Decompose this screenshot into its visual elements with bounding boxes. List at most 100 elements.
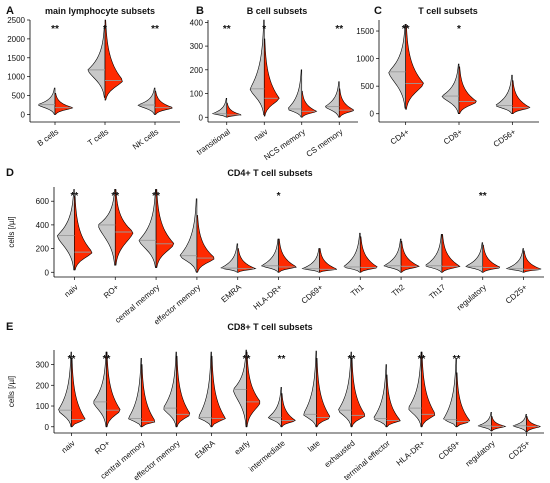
panel-b: B B cell subsets 0 100 200 300 400 transitional…: [190, 5, 358, 162]
y-tick-label: 1500: [356, 27, 374, 36]
panel-letter: E: [6, 321, 13, 333]
x-tick-label: naiv: [63, 283, 80, 299]
panel-title: main lymphocyte subsets: [45, 6, 155, 16]
violin-exhausted: [338, 351, 366, 428]
significance-marker: **: [152, 191, 160, 202]
violin-left-half: [56, 189, 75, 271]
x-tick-label: CD69+: [437, 438, 462, 461]
significance-marker: **: [243, 354, 251, 365]
violin-left-half: [93, 351, 107, 428]
x-tick-label: naiv: [252, 127, 269, 143]
panel-title: T cell subsets: [418, 6, 478, 16]
violin-right-half: [319, 248, 338, 273]
y-tick-label: 0: [370, 110, 375, 119]
violin-left-half: [512, 414, 527, 433]
violin-left-half: [373, 364, 387, 428]
significance-marker: **: [479, 191, 487, 202]
significance-marker: **: [111, 191, 119, 202]
violin-t-cells: [87, 19, 123, 101]
y-tick-label: 100: [36, 402, 50, 411]
y-tick-label: 300: [190, 42, 204, 51]
violin-left-half: [249, 19, 265, 116]
y-tick-label: 2500: [7, 16, 25, 25]
x-tick-label: NCS memory: [262, 127, 306, 162]
y-tick-label: 1000: [356, 55, 374, 64]
violin-right-half: [526, 416, 542, 433]
significance-marker: **: [151, 24, 159, 35]
x-tick-label: early: [233, 439, 252, 457]
violin-late: [303, 350, 331, 428]
violin-effector-memory: [179, 198, 215, 273]
y-tick-label: 400: [36, 221, 50, 230]
violin-ro-: [98, 189, 134, 266]
x-tick-label: CD25+: [504, 282, 529, 305]
violin-cd69-: [443, 358, 471, 428]
y-tick-label: 600: [36, 197, 50, 206]
violin-left-half: [343, 232, 361, 273]
y-tick-label: 0: [45, 423, 50, 432]
x-tick-label: EMRA: [193, 438, 217, 460]
significance-marker: *: [103, 24, 107, 35]
violin-left-half: [477, 411, 492, 432]
violin-cd25-: [512, 414, 542, 433]
violin-th1: [343, 232, 378, 273]
violin-right-half: [301, 90, 318, 118]
violin-emra: [198, 351, 226, 428]
violin-transitional: [211, 97, 242, 118]
x-tick-label: RO+: [93, 438, 112, 456]
violin-right-half: [71, 358, 86, 428]
violin-right-half: [421, 351, 436, 428]
panel-title: B cell subsets: [247, 6, 308, 16]
violin-left-half: [324, 81, 340, 118]
significance-marker: **: [402, 24, 410, 35]
violin-left-half: [441, 63, 460, 115]
significance-marker: **: [71, 191, 79, 202]
y-axis-label: cells [/µl]: [7, 216, 16, 247]
significance-marker: **: [51, 24, 59, 35]
x-tick-label: CD25+: [507, 438, 532, 461]
panel-letter: B: [196, 5, 204, 17]
violin-right-half: [441, 234, 461, 273]
significance-marker: **: [453, 354, 461, 365]
y-tick-label: 500: [12, 92, 26, 101]
y-tick-label: 1500: [7, 54, 25, 63]
x-tick-label: regulatory: [464, 439, 497, 469]
violin-central-memory: [128, 358, 156, 428]
violin-left-half: [87, 25, 106, 98]
violin-right-half: [278, 238, 297, 273]
violin-left-half: [267, 387, 282, 428]
panel-c: C T cell subsets 0 500 1000 1500 CD4+ ** CD8+ * CD…: [356, 5, 539, 149]
x-tick-label: CD69+: [300, 282, 325, 305]
x-tick-label: B cells: [36, 127, 60, 148]
violin-right-half: [491, 416, 507, 432]
violin-right-half: [523, 250, 542, 273]
panel-letter: C: [374, 5, 382, 17]
violin-left-half: [179, 198, 198, 273]
violin-right-half: [211, 355, 226, 428]
x-tick-label: intermediate: [247, 438, 287, 474]
violin-left-half: [138, 189, 157, 268]
violin-right-half: [104, 19, 123, 101]
significance-marker: **: [223, 24, 231, 35]
x-tick-label: naiv: [60, 439, 77, 455]
violin-right-half: [281, 393, 296, 428]
violin-left-half: [233, 349, 247, 428]
panel-letter: D: [6, 167, 14, 179]
violin-intermediate: [267, 387, 296, 428]
violin-left-half: [495, 74, 513, 115]
violin-right-half: [154, 90, 173, 115]
violin-th17: [425, 234, 461, 273]
violin-right-half: [237, 248, 257, 273]
violin-right-half: [456, 372, 471, 428]
violin-terminal-effector: [373, 364, 401, 428]
significance-marker: **: [278, 354, 286, 365]
violin-regulatory: [477, 411, 507, 432]
violin-right-half: [141, 364, 156, 428]
violin-right-half: [176, 355, 191, 428]
y-tick-label: 2000: [7, 35, 25, 44]
violin-right-half: [405, 24, 424, 110]
x-tick-label: HLA-DR+: [395, 438, 427, 467]
violin-naiv: [249, 19, 280, 117]
x-tick-label: T cells: [86, 127, 110, 148]
